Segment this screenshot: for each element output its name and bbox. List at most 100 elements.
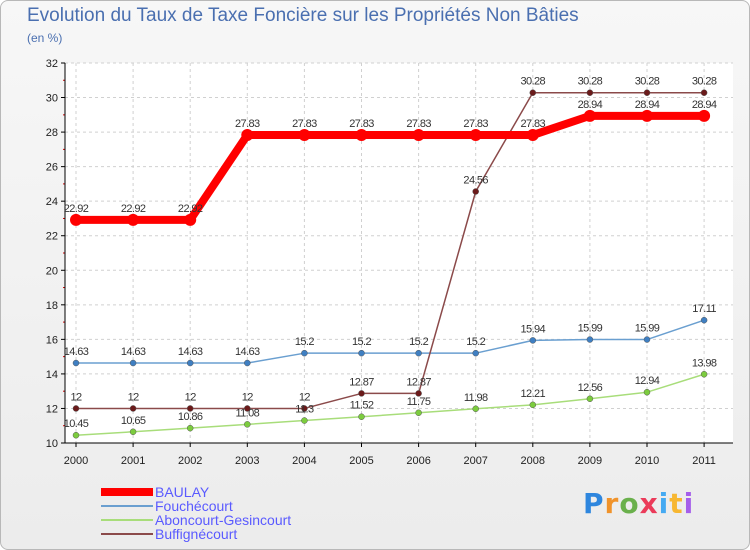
series-point	[412, 129, 425, 142]
series-line-2	[75, 373, 705, 436]
data-label: 15.2	[352, 336, 371, 348]
y-tick-label: 32	[46, 58, 58, 70]
data-label: 15.94	[521, 323, 546, 335]
series-point	[298, 129, 311, 142]
series-point	[643, 336, 651, 343]
y-tick-label: 22	[46, 231, 58, 243]
series-point	[72, 359, 80, 367]
data-label: 28.94	[635, 99, 660, 111]
series-point	[358, 349, 365, 357]
legend-label: BAULAY	[155, 484, 210, 500]
legend-swatch	[101, 505, 153, 507]
data-label: 30.28	[521, 76, 546, 88]
x-tick-label: 2005	[349, 455, 373, 467]
y-tick-label: 18	[46, 300, 58, 312]
x-tick-label: 2010	[635, 455, 659, 467]
data-label: 15.2	[466, 336, 485, 348]
legend-swatch	[101, 488, 153, 496]
data-label: 27.83	[463, 118, 488, 130]
logo-letter: i	[683, 487, 695, 520]
x-tick-label: 2004	[292, 455, 316, 467]
x-tick-label: 2000	[64, 455, 88, 467]
data-label: 14.63	[121, 346, 146, 358]
legend-label: Buffignécourt	[155, 526, 238, 542]
x-tick-label: 2006	[406, 455, 430, 467]
x-tick-label: 2011	[692, 455, 716, 467]
series-point	[301, 417, 308, 424]
logo-letter: i	[658, 487, 670, 520]
logo-letter: r	[604, 487, 620, 520]
data-label: 30.28	[635, 76, 660, 88]
logo-letter: P	[583, 487, 605, 520]
legend-swatch	[101, 533, 153, 535]
data-label: 12.56	[578, 382, 603, 394]
series-point	[129, 359, 137, 367]
series-point	[529, 89, 537, 96]
series-point	[469, 129, 482, 142]
series-point	[583, 109, 596, 122]
series-point	[72, 405, 80, 412]
legend-label: Aboncourt-Gesincourt	[155, 512, 292, 528]
series-point	[586, 336, 594, 343]
y-tick-label: 10	[46, 438, 58, 450]
series-line-3	[75, 91, 705, 410]
x-tick-label: 2008	[521, 455, 545, 467]
logo-letter: t	[669, 487, 684, 520]
y-tick-label: 30	[46, 93, 58, 105]
data-label: 14.63	[64, 346, 89, 358]
data-label: 10.65	[121, 415, 146, 427]
series-point	[244, 405, 251, 412]
logo-letter: x	[639, 487, 659, 520]
data-label: 27.83	[349, 118, 374, 130]
data-label: 27.83	[235, 118, 260, 130]
x-tick-label: 2001	[121, 455, 145, 467]
data-label: 30.28	[692, 76, 717, 88]
x-tick-label: 2003	[235, 455, 259, 467]
series-point	[358, 390, 365, 397]
data-label: 12	[185, 391, 197, 403]
data-label: 27.83	[521, 118, 546, 130]
y-tick-label: 24	[46, 196, 58, 208]
series-point	[415, 349, 422, 357]
series-point	[301, 405, 308, 412]
series-point	[186, 405, 194, 412]
data-label: 22.92	[178, 203, 203, 215]
series-point	[472, 188, 479, 195]
data-label: 28.94	[692, 99, 717, 111]
y-tick-label: 16	[46, 334, 58, 346]
series-point	[641, 109, 653, 122]
x-tick-label: 2009	[578, 455, 602, 467]
data-label: 27.83	[292, 118, 317, 130]
data-label: 12	[242, 391, 254, 403]
data-label: 15.2	[295, 336, 314, 348]
legend-label: Fouchécourt	[155, 498, 233, 514]
data-label: 14.63	[178, 346, 203, 358]
data-label: 12.94	[635, 375, 660, 387]
proxiti-logo: Proxiti	[583, 487, 694, 520]
data-label: 12	[70, 391, 82, 403]
series-point	[358, 413, 365, 420]
data-label: 24.56	[463, 175, 488, 187]
data-label: 12.21	[521, 388, 546, 400]
series-point	[186, 424, 194, 432]
data-label: 15.2	[409, 336, 428, 348]
y-tick-label: 20	[46, 265, 58, 277]
data-label: 11.08	[235, 407, 259, 419]
series-point	[472, 349, 479, 357]
unit-label: (en %)	[27, 31, 63, 45]
series-point	[529, 401, 537, 409]
legend-swatch	[101, 519, 153, 521]
data-label: 10.45	[64, 418, 89, 430]
data-label: 22.92	[64, 203, 89, 215]
data-label: 15.99	[635, 323, 660, 335]
data-label: 12	[299, 391, 311, 403]
data-label: 30.28	[578, 76, 603, 88]
series-point	[244, 359, 251, 367]
series-point	[643, 388, 651, 396]
data-label: 27.83	[406, 118, 431, 130]
series-point	[127, 213, 140, 226]
series-line-0	[72, 111, 709, 224]
data-label: 11.75	[407, 396, 431, 408]
x-tick-label: 2007	[463, 455, 487, 467]
